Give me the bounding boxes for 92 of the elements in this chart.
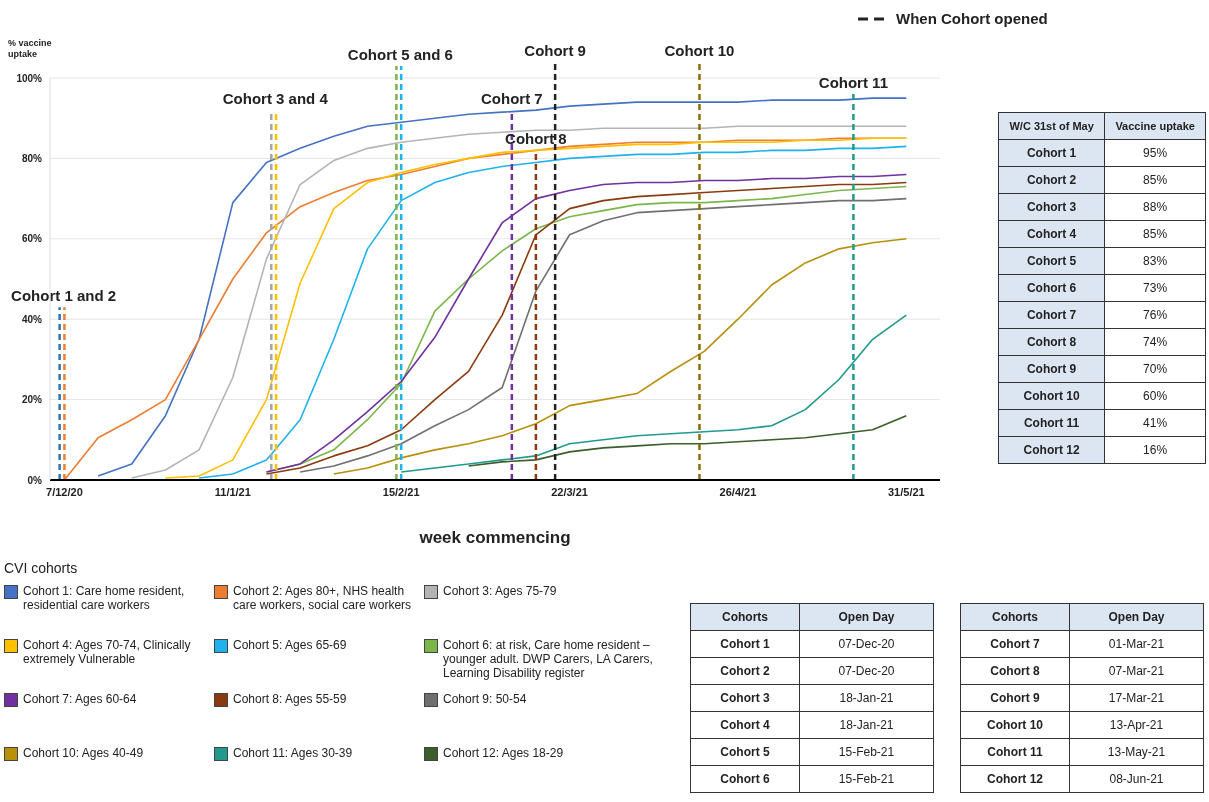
- text: Cohort 6: [998, 274, 1105, 302]
- y-tick-label: 80%: [21, 152, 43, 164]
- text: 15-Feb-21: [799, 738, 934, 766]
- text: 83%: [1104, 247, 1206, 275]
- text: 13-Apr-21: [1069, 711, 1204, 739]
- text: 16%: [1104, 436, 1206, 464]
- text: Cohorts: [960, 603, 1070, 631]
- text: Open Day: [799, 603, 934, 631]
- text: Cohort 2: [690, 657, 800, 685]
- text: 70%: [1104, 355, 1206, 383]
- legend-label: Cohort 6: at risk, Care home resident – younger adult. DWP Carers, LA Carers, Learning Disability register: [443, 638, 654, 680]
- text: Cohort 3: [690, 684, 800, 712]
- x-tick-label: 11/1/21: [214, 485, 251, 498]
- text: Cohort 10: [960, 711, 1070, 739]
- text: Cohort 9: [960, 684, 1070, 712]
- ref-line-label: Cohort 7: [481, 90, 543, 108]
- text: Vaccine uptake: [1104, 112, 1206, 140]
- text: Open Day: [1069, 603, 1204, 631]
- legend-label: Cohort 1: Care home resident, residential care workers: [23, 584, 186, 612]
- y-tick-label: 100%: [16, 72, 43, 84]
- legend-label: Cohort 9: 50-54: [443, 692, 528, 706]
- legend-label: Cohort 7: Ages 60-64: [23, 692, 138, 706]
- text: Cohort 8: [960, 657, 1070, 685]
- text: 13-May-21: [1069, 738, 1204, 766]
- text: Cohort 1: [998, 139, 1105, 167]
- text: Cohort 2: [998, 166, 1105, 194]
- text: When Cohort opened: [896, 10, 1048, 27]
- text: Cohort 10: [998, 382, 1105, 410]
- text: 17-Mar-21: [1069, 684, 1204, 712]
- legend-title: CVI cohorts: [4, 560, 79, 576]
- text: 60%: [1104, 382, 1206, 410]
- text: 88%: [1104, 193, 1206, 221]
- text: Cohort 12: [960, 765, 1070, 793]
- legend-label: Cohort 4: Ages 70-74, Clinically extremely Vulnerable: [23, 638, 192, 666]
- x-tick-label: 7/12/20: [46, 485, 83, 498]
- text: Cohort 11: [998, 409, 1105, 437]
- legend-label: Cohort 3: Ages 75-79: [443, 584, 558, 598]
- x-tick-label: 22/3/21: [551, 485, 588, 498]
- legend-label: Cohort 2: Ages 80+, NHS health care workers, social care workers: [233, 584, 413, 612]
- text: 07-Dec-20: [799, 630, 934, 658]
- line-series: [333, 238, 908, 475]
- text: Cohort 4: [690, 711, 800, 739]
- text: Cohort 8: [998, 328, 1105, 356]
- text: Cohort 3: [998, 193, 1105, 221]
- text: 07-Mar-21: [1069, 657, 1204, 685]
- y-tick-label: 60%: [21, 233, 43, 245]
- text: Cohort 4: [998, 220, 1105, 248]
- text: Cohort 7: [960, 630, 1070, 658]
- text: Cohorts: [690, 603, 800, 631]
- text: 18-Jan-21: [799, 711, 934, 739]
- text: 95%: [1104, 139, 1206, 167]
- text: W/C 31st of May: [998, 112, 1105, 140]
- text: Cohort 11: [960, 738, 1070, 766]
- text: Cohort 1: [690, 630, 800, 658]
- legend-label: Cohort 11: Ages 30-39: [233, 746, 354, 760]
- x-tick-label: 15/2/21: [382, 485, 420, 498]
- text: 01-Mar-21: [1069, 630, 1204, 658]
- text: 41%: [1104, 409, 1206, 437]
- text: 18-Jan-21: [799, 684, 934, 712]
- legend-label: Cohort 8: Ages 55-59: [233, 692, 348, 706]
- ref-line-label: Cohort 5 and 6: [347, 45, 453, 63]
- text: Cohort 5: [690, 738, 800, 766]
- legend-label: Cohort 5: Ages 65-69: [233, 638, 348, 652]
- line-series: [467, 414, 908, 467]
- legend-label: Cohort 10: Ages 40-49: [23, 746, 145, 760]
- text: 15-Feb-21: [799, 765, 934, 793]
- ref-line-label: Cohort 1 and 2: [11, 287, 117, 305]
- text: Cohort 6: [690, 765, 800, 793]
- y-axis-title: % vaccine uptake: [8, 38, 53, 60]
- text: 73%: [1104, 274, 1206, 302]
- text: 74%: [1104, 328, 1206, 356]
- text: 85%: [1104, 166, 1206, 194]
- ref-line-label: Cohort 10: [664, 41, 735, 59]
- x-axis-title: week commencing: [418, 528, 571, 547]
- text: 85%: [1104, 220, 1206, 248]
- text: 07-Dec-20: [799, 657, 934, 685]
- legend-label: Cohort 12: Ages 18-29: [443, 746, 565, 760]
- text: Cohort 12: [998, 436, 1105, 464]
- y-tick-label: 40%: [21, 313, 43, 325]
- text: Cohort 9: [998, 355, 1105, 383]
- ref-line-label: Cohort 9: [524, 41, 586, 59]
- y-tick-label: 0%: [27, 474, 43, 486]
- text: 76%: [1104, 301, 1206, 329]
- text: 08-Jun-21: [1069, 765, 1204, 793]
- ref-line-label: Cohort 3 and 4: [222, 90, 329, 108]
- ref-line-label: Cohort 8: [505, 130, 567, 148]
- x-tick-label: 31/5/21: [887, 485, 925, 498]
- ref-line-label: Cohort 11: [818, 74, 888, 92]
- text: Cohort 7: [998, 301, 1105, 329]
- y-tick-label: 20%: [21, 394, 43, 406]
- text: Cohort 5: [998, 247, 1105, 275]
- x-tick-label: 26/4/21: [719, 485, 757, 498]
